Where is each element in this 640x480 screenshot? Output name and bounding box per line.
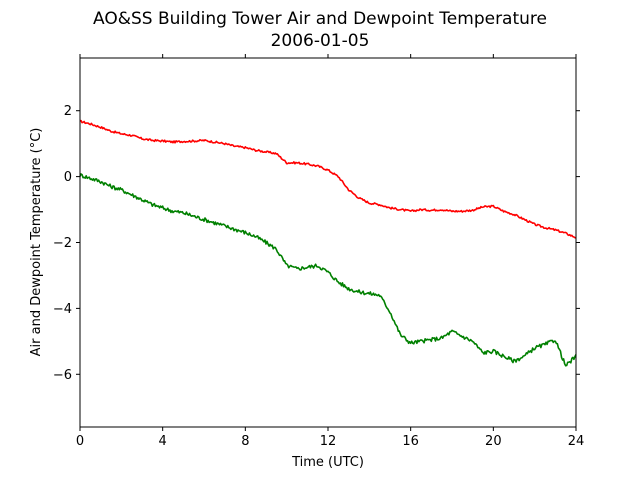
x-tick-label: 16 <box>402 434 419 449</box>
y-axis: −6 −4 −2 0 2 <box>53 104 580 383</box>
series-line-0 <box>79 119 577 239</box>
plot-frame <box>79 57 577 428</box>
x-tick-label: 0 <box>76 434 84 449</box>
x-tick-label: 4 <box>159 434 167 449</box>
y-tick-label: −4 <box>53 302 72 317</box>
x-tick-label: 8 <box>241 434 249 449</box>
x-tick-label: 24 <box>568 434 585 449</box>
x-axis: 0 4 8 12 16 20 24 <box>76 54 584 449</box>
y-tick-label: −6 <box>53 368 72 383</box>
chart-subtitle: 2006-01-05 <box>271 31 370 51</box>
y-tick-label: 0 <box>64 170 72 185</box>
x-tick-label: 20 <box>485 434 502 449</box>
y-axis-label: Air and Dewpoint Temperature (°C) <box>29 128 44 357</box>
x-axis-label: Time (UTC) <box>291 455 364 470</box>
x-tick-label: 12 <box>320 434 337 449</box>
chart-title: AO&SS Building Tower Air and Dewpoint Te… <box>93 9 547 29</box>
series-line-1 <box>79 173 577 367</box>
series-layer <box>79 119 577 367</box>
y-tick-label: 2 <box>64 104 72 119</box>
y-tick-label: −2 <box>53 236 72 251</box>
